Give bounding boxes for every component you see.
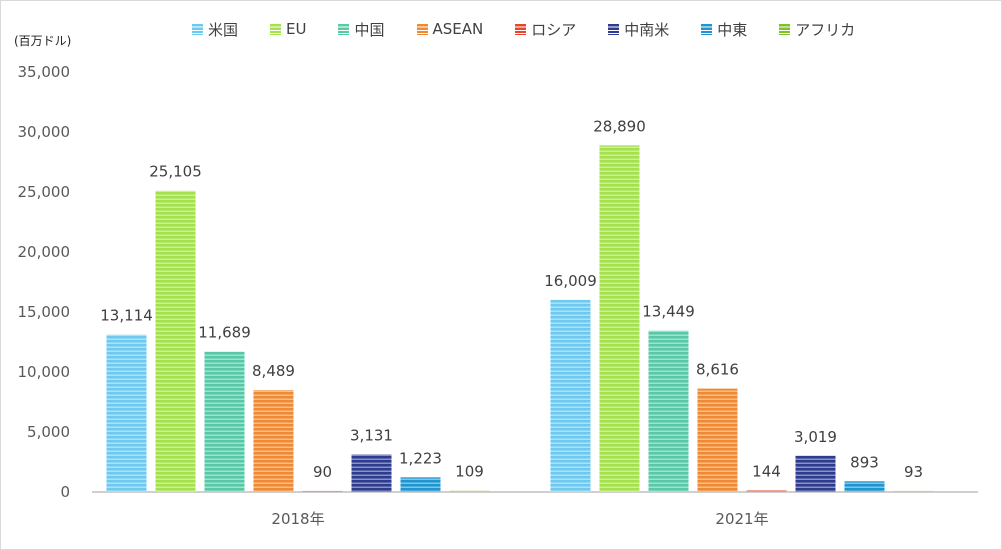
bar-6-1 <box>844 481 885 492</box>
y-tick-label: 35,000 <box>18 63 71 81</box>
legend: 米国 EU 中国 ASEAN ロシア 中南米 中東 アフリカ <box>192 18 887 40</box>
legend-swatch <box>608 23 620 35</box>
legend-label: 中南米 <box>624 20 670 39</box>
legend-item: 中南米 <box>608 19 669 40</box>
y-tick-label: 20,000 <box>18 243 71 261</box>
bar-5-0 <box>351 454 392 492</box>
data-label: 109 <box>455 463 484 481</box>
data-label: 3,131 <box>350 426 393 444</box>
y-tick-label: 25,000 <box>18 183 71 201</box>
bar-3-0 <box>253 390 294 492</box>
y-tick-label: 0 <box>60 483 70 501</box>
bar-4-1 <box>746 490 787 492</box>
data-label: 8,616 <box>696 361 739 379</box>
legend-swatch <box>270 23 282 35</box>
data-label: 90 <box>313 463 332 481</box>
data-label: 25,105 <box>149 163 202 181</box>
data-label: 144 <box>752 462 781 480</box>
legend-label: 米国 <box>208 20 239 39</box>
bar-3-1 <box>697 388 738 492</box>
legend-item: ロシア <box>515 19 576 40</box>
bar-0-0 <box>106 334 147 492</box>
data-label: 1,223 <box>399 449 442 467</box>
data-label: 11,689 <box>198 324 251 342</box>
y-tick-label: 15,000 <box>18 303 71 321</box>
legend-label: 中国 <box>354 20 385 39</box>
legend-item: 米国 <box>192 19 238 40</box>
x-category-label: 2018年 <box>271 510 324 528</box>
legend-label: 中東 <box>717 20 748 39</box>
x-category-label: 2021年 <box>715 510 768 528</box>
bar-5-1 <box>795 455 836 492</box>
bar-2-1 <box>648 330 689 492</box>
data-label: 93 <box>904 463 923 481</box>
legend-item: アフリカ <box>779 19 855 40</box>
y-tick-label: 5,000 <box>27 423 70 441</box>
bar-7-0 <box>449 490 490 492</box>
data-label: 28,890 <box>593 117 646 135</box>
data-label: 13,449 <box>642 303 695 321</box>
legend-swatch <box>701 23 713 35</box>
legend-swatch <box>515 23 527 35</box>
y-tick-label: 30,000 <box>18 123 71 141</box>
legend-label: ロシア <box>531 20 577 39</box>
legend-item: EU <box>270 20 306 38</box>
legend-swatch <box>338 23 350 35</box>
legend-swatch <box>416 23 428 35</box>
bar-0-1 <box>550 299 591 492</box>
legend-label: ASEAN <box>432 20 484 38</box>
legend-swatch <box>779 23 791 35</box>
bar-2-0 <box>204 351 245 492</box>
data-label: 13,114 <box>100 307 153 325</box>
bar-1-1 <box>599 145 640 492</box>
bar-6-0 <box>400 477 441 492</box>
data-label: 893 <box>850 453 879 471</box>
legend-label: アフリカ <box>795 20 856 39</box>
legend-item: ASEAN <box>416 20 484 38</box>
legend-item: 中東 <box>701 19 747 40</box>
bar-1-0 <box>155 190 196 493</box>
legend-label: EU <box>286 20 307 38</box>
data-label: 16,009 <box>544 272 597 290</box>
legend-item: 中国 <box>338 19 385 40</box>
bar-4-0 <box>302 490 343 492</box>
y-tick-label: 10,000 <box>18 363 71 381</box>
data-label: 3,019 <box>794 428 837 446</box>
data-label: 8,489 <box>252 362 295 380</box>
bar-7-1 <box>893 490 934 492</box>
y-axis-unit-label: (百万ドル) <box>14 34 72 48</box>
legend-swatch <box>192 23 203 35</box>
